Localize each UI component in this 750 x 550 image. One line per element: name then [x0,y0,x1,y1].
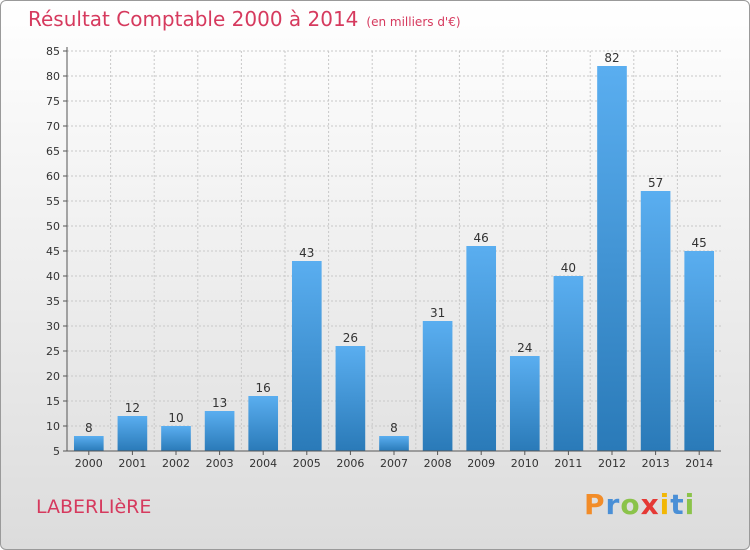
y-tick-label: 55 [46,195,60,208]
bars: 8 12 10 13 16 43 26 8 31 46 24 40 82 57 45 [73,51,715,451]
y-tick-label: 80 [46,70,60,83]
x-tick-label: 2008 [424,457,452,470]
y-tick-label: 75 [46,95,60,108]
y-tick-label: 45 [46,245,60,258]
x-tick-label: 2000 [75,457,103,470]
y-tick-label: 30 [46,320,60,333]
bar [379,436,409,451]
commune-name: LABERLIèRE [36,496,152,518]
x-tick-label: 2002 [162,457,190,470]
bar [553,276,584,451]
bar-value-label: 26 [343,331,358,345]
y-tick-label: 20 [46,370,60,383]
y-tick-label: 65 [46,145,60,158]
bar-value-label: 16 [256,381,271,395]
bar-value-label: 45 [692,236,707,250]
x-tick-label: 2004 [249,457,277,470]
x-tick-label: 2014 [685,457,713,470]
chart-subtitle: (en milliers d'€) [366,15,461,29]
bar [684,251,715,451]
bar-value-label: 8 [85,421,93,435]
bar-value-label: 12 [125,401,140,415]
logo-letter: r [605,488,621,521]
y-tick-label: 85 [46,45,60,58]
x-tick-label: 2003 [206,457,234,470]
bar-value-label: 43 [299,246,314,260]
bar [161,426,191,451]
bar-value-label: 46 [474,231,489,245]
bar [422,321,453,451]
y-tick-label: 70 [46,120,60,133]
bar-value-label: 10 [168,411,183,425]
bar-value-label: 40 [561,261,576,275]
y-tick-label: 15 [46,395,60,408]
logo-letter: x [640,488,660,521]
logo-letter: i [684,488,696,521]
x-tick-label: 2012 [598,457,626,470]
y-tick-label: 60 [46,170,60,183]
bar [597,66,627,451]
bar [117,416,148,451]
x-tick-label: 2009 [467,457,495,470]
y-tick-label: 5 [53,445,60,458]
y-tick-label: 40 [46,270,60,283]
bar [204,411,235,451]
bar-value-label: 57 [648,176,663,190]
x-tick-label: 2011 [554,457,582,470]
bar [466,246,497,451]
y-tick-label: 35 [46,295,60,308]
x-tick-label: 2013 [642,457,670,470]
x-tick-label: 2010 [511,457,539,470]
logo-letter: i [659,488,671,521]
bar-value-label: 24 [517,341,532,355]
bar [248,396,279,451]
logo-letter: o [620,488,641,521]
y-tick-label: 10 [46,420,60,433]
chart-title-text: Résultat Comptable 2000 à 2014 [28,7,359,31]
bar [73,436,104,451]
x-tick-label: 2001 [118,457,146,470]
bar [335,346,366,451]
y-tick-label: 25 [46,345,60,358]
proxiti-logo: Proxiti [584,488,695,521]
y-axis: 5 10 15 20 25 30 35 40 45 50 55 60 65 70 75 80 85 [46,45,68,458]
y-tick-label: 50 [46,220,60,233]
x-tick-label: 2006 [336,457,364,470]
x-tick-label: 2005 [293,457,321,470]
bar-value-label: 82 [604,51,619,65]
bar [509,356,540,451]
bar [640,191,671,451]
chart-title: Résultat Comptable 2000 à 2014 (en millie… [28,7,461,31]
bar [291,261,322,451]
logo-letter: P [584,488,606,521]
x-tick-label: 2007 [380,457,408,470]
bar-value-label: 8 [390,421,398,435]
bar-value-label: 31 [430,306,445,320]
logo-letter: t [670,488,685,521]
x-axis: 2000 2001 2002 2003 2004 2005 2006 2007 2008 2009… [67,450,721,470]
bar-value-label: 13 [212,396,227,410]
